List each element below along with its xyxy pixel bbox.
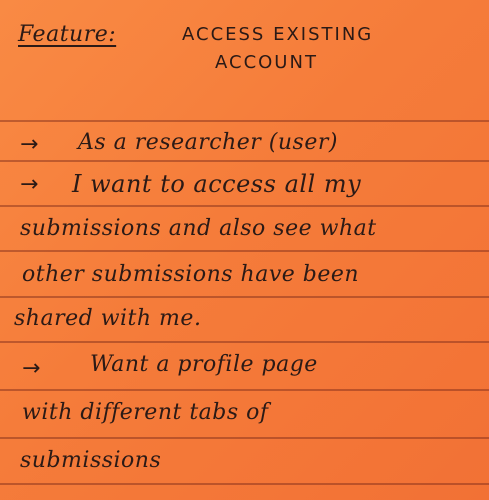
ruled-line — [0, 120, 489, 122]
ruled-line — [0, 483, 489, 485]
ruled-line — [0, 341, 489, 343]
note-line-2: I want to access all my — [72, 170, 362, 198]
ruled-line — [0, 160, 489, 162]
arrow-icon: → — [20, 132, 39, 157]
ruled-line — [0, 296, 489, 298]
feature-label: Feature: — [18, 22, 117, 47]
note-line-7: with different tabs of — [22, 400, 269, 425]
note-line-4: other submissions have been — [22, 262, 360, 287]
arrow-icon: → — [22, 356, 41, 381]
ruled-line — [0, 437, 489, 439]
note-line-3: submissions and also see what — [20, 216, 377, 241]
feature-title-line1: ACCESS EXISTING — [182, 24, 374, 45]
ruled-line — [0, 205, 489, 207]
arrow-icon: → — [20, 172, 39, 197]
note-line-6: Want a profile page — [90, 352, 318, 377]
note-line-5: shared with me. — [14, 306, 202, 331]
note-line-1: As a researcher (user) — [78, 130, 338, 155]
ruled-line — [0, 389, 489, 391]
ruled-line — [0, 250, 489, 252]
feature-title-line2: ACCOUNT — [215, 52, 318, 73]
note-line-8: submissions — [20, 448, 162, 473]
